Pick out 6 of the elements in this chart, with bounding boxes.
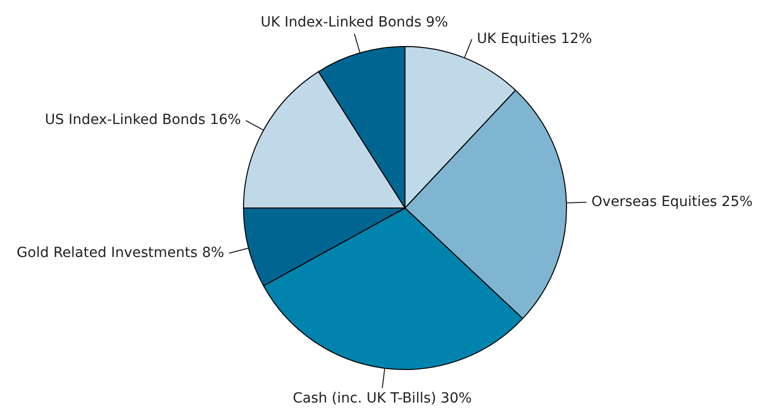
slice-label: Gold Related Investments 8%	[16, 244, 224, 261]
slice-label: Cash (inc. UK T-Bills) 30%	[292, 390, 472, 407]
slice-label: US Index-Linked Bonds 16%	[44, 112, 241, 128]
slice-label: Overseas Equities 25%	[591, 194, 753, 210]
slice-label: UK Equities 12%	[476, 30, 592, 47]
slice-label: UK Index-Linked Bonds 9%	[260, 14, 448, 30]
